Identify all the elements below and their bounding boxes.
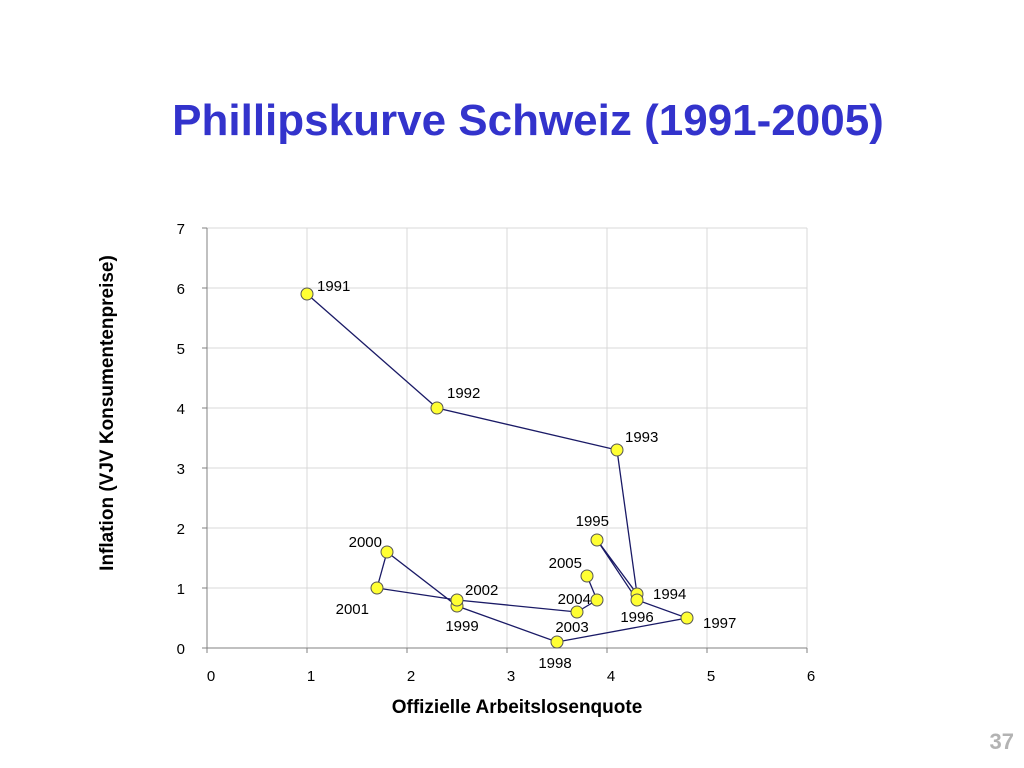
data-point-1992 [430,401,444,415]
data-point-2002 [450,593,464,607]
tick-labels: 0 1 2 3 4 5 6 7 0 1 2 3 4 5 6 [177,221,816,685]
point-label-1999: 1999 [445,618,478,635]
y-tick-label: 4 [177,401,185,418]
data-point-2001 [370,581,384,595]
y-tick-label: 5 [177,341,185,358]
point-label-1992: 1992 [447,385,480,402]
x-tick-label: 0 [207,668,215,685]
data-point-2004 [590,593,604,607]
x-tick-label: 1 [307,668,315,685]
y-tick-label: 2 [177,521,185,538]
x-tick-label: 6 [807,668,815,685]
point-label-2004: 2004 [558,591,591,608]
data-point-1993 [610,443,624,457]
point-labels: 1991 1992 1993 1994 1995 1996 1997 1998 1999 2000… [317,278,736,672]
data-point-2005 [580,569,594,583]
point-label-2002: 2002 [465,582,498,599]
data-point-1991 [300,287,314,301]
point-label-2000: 2000 [349,534,382,551]
x-tick-label: 4 [607,668,615,685]
axes [202,227,808,653]
data-point-2003 [570,605,584,619]
x-axis-title: Offizielle Arbeitslosenquote [392,697,643,718]
page-number: 37 [989,729,1014,754]
point-label-2001: 2001 [336,601,369,618]
data-point-2000 [380,545,394,559]
grid [207,227,808,648]
point-label-1998: 1998 [538,655,571,672]
data-points [300,287,694,649]
point-label-2005: 2005 [549,555,582,572]
y-tick-label: 1 [177,581,185,598]
point-label-1994: 1994 [653,586,686,603]
x-tick-label: 2 [407,668,415,685]
point-label-1996: 1996 [620,609,653,626]
y-tick-label: 0 [177,641,185,658]
y-tick-label: 7 [177,221,185,238]
data-point-1996 [630,593,644,607]
point-label-1995: 1995 [576,513,609,530]
data-point-1997 [680,611,694,625]
y-tick-label: 6 [177,281,185,298]
y-axis-title: Inflation (VJV Konsumentenpreise) [97,255,118,571]
x-tick-label: 3 [507,668,515,685]
point-label-1993: 1993 [625,429,658,446]
point-label-2003: 2003 [555,619,588,636]
x-tick-label: 5 [707,668,715,685]
slide-title: Phillipskurve Schweiz (1991-2005) [172,96,884,145]
data-point-1998 [550,635,564,649]
point-label-1991: 1991 [317,278,350,295]
y-tick-label: 3 [177,461,185,478]
data-point-1995 [590,533,604,547]
point-label-1997: 1997 [703,615,736,632]
